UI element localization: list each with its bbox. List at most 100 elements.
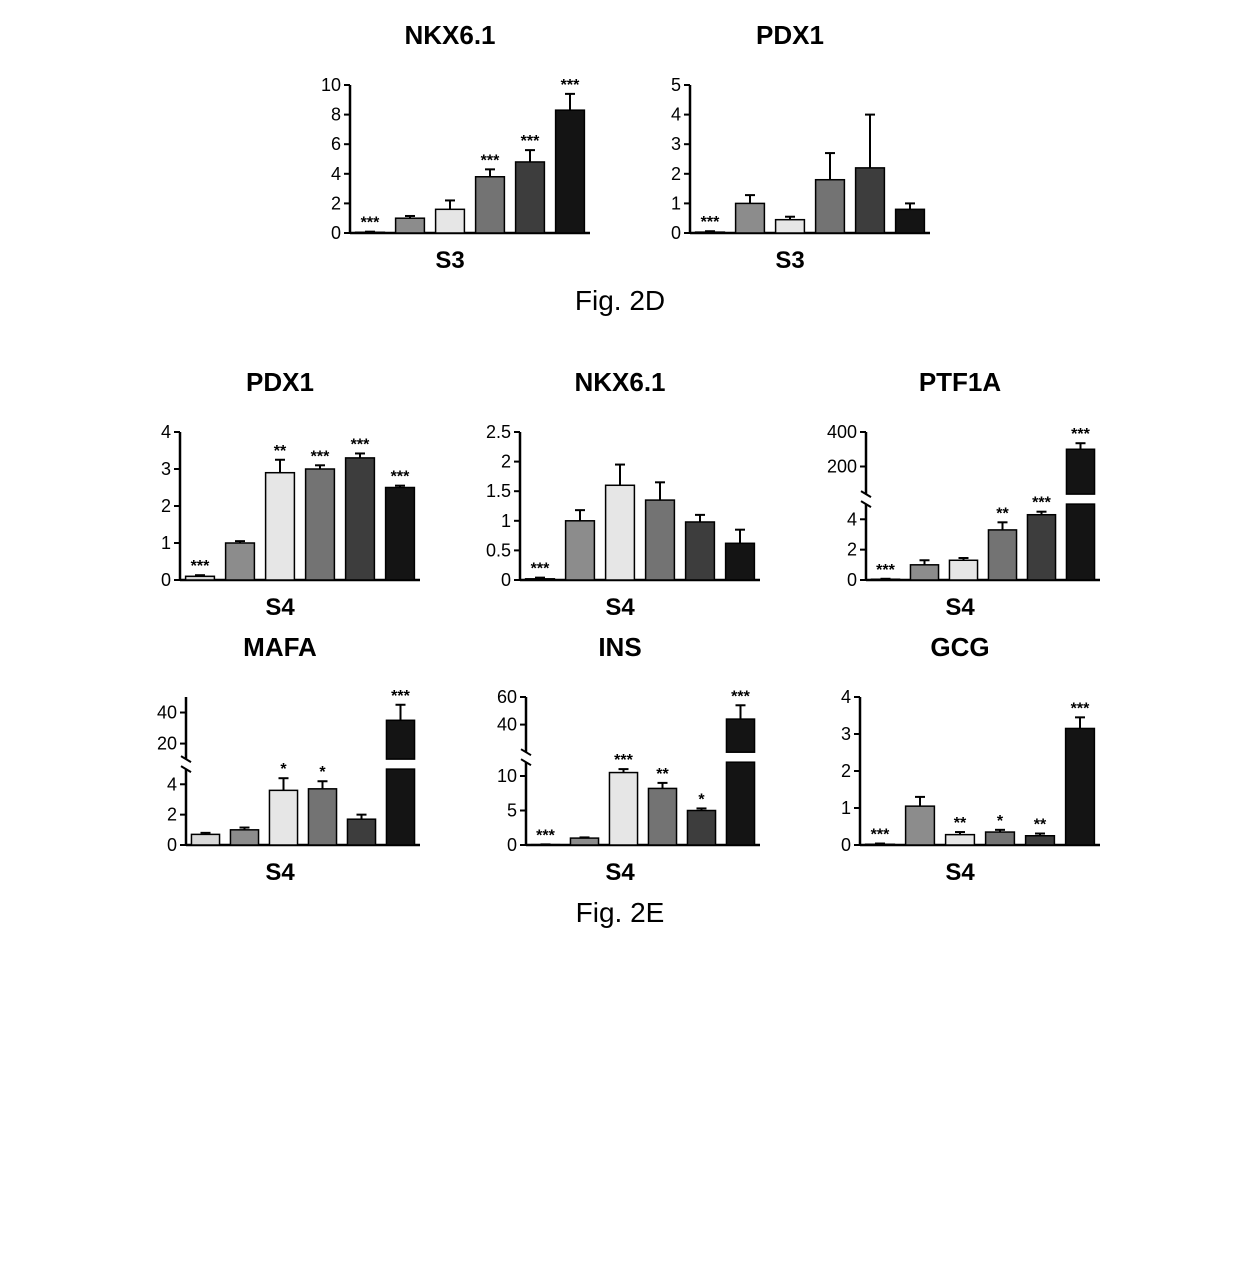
y-tick-label: 3 [671,134,681,154]
significance-label: *** [536,827,555,844]
y-tick-label: 0 [331,223,341,243]
chart-title: PDX1 [756,20,824,51]
chart-svg: 012345*** [640,55,940,245]
chart-title: MAFA [243,632,317,663]
bar [556,110,585,233]
y-tick-label: 4 [167,774,177,794]
chart-xlabel: S4 [945,859,974,887]
bar [346,458,375,580]
bar [1066,504,1094,580]
y-tick-label: 2 [671,164,681,184]
chart-xlabel: S3 [435,247,464,275]
significance-label: *** [614,752,633,769]
significance-label: *** [481,152,500,169]
y-tick-label: 200 [827,457,857,477]
bar [230,830,258,845]
bar [269,790,297,845]
chart-xlabel: S4 [605,594,634,622]
bar [910,565,938,580]
y-tick-label: 4 [671,105,681,125]
significance-label: *** [1071,700,1090,717]
chart-title: NKX6.1 [404,20,495,51]
bar [386,488,415,581]
significance-label: ** [996,505,1009,522]
chart-row: PDX101234**************S4NKX6.100.511.52… [20,367,1220,622]
chart-wrap: NKX6.100.511.522.5***S4 [470,367,770,622]
significance-label: *** [1071,426,1090,443]
chart-svg: 024200400*********** [810,402,1110,592]
significance-label: *** [351,436,370,453]
bar [570,838,598,845]
y-tick-label: 2 [847,540,857,560]
bar [726,762,754,845]
y-tick-label: 2 [331,193,341,213]
y-tick-label: 1 [671,193,681,213]
y-tick-label: 4 [331,164,341,184]
figure-caption: Fig. 2E [20,897,1220,929]
y-tick-label: 1 [501,511,511,531]
y-tick-label: 6 [331,134,341,154]
y-tick-label: 3 [841,724,851,744]
chart-title: GCG [930,632,989,663]
y-tick-label: 2.5 [486,422,511,442]
significance-label: *** [311,448,330,465]
bar [606,485,635,580]
significance-label: ** [1034,817,1047,834]
chart-title: PDX1 [246,367,314,398]
y-tick-label: 5 [671,75,681,95]
bar [566,521,595,580]
significance-label: ** [656,766,669,783]
bar [266,473,295,580]
chart-svg: 01234*********** [810,667,1110,857]
y-tick-label: 8 [331,105,341,125]
chart-xlabel: S4 [265,594,294,622]
significance-label: *** [191,558,210,575]
significance-label: ** [274,443,287,460]
chart-svg: 0242040***** [130,667,430,857]
y-tick-label: 4 [847,509,857,529]
bar [856,168,885,233]
significance-label: *** [361,215,380,232]
y-tick-label: 0.5 [486,540,511,560]
significance-label: *** [561,77,580,94]
chart-wrap: MAFA0242040*****S4 [130,632,430,887]
chart-xlabel: S4 [945,594,974,622]
bar [776,220,805,233]
y-tick-label: 0 [847,570,857,590]
bar [687,811,715,846]
bar [436,209,465,233]
y-tick-label: 1.5 [486,481,511,501]
bar [516,162,545,233]
y-tick-label: 20 [157,734,177,754]
bar [1066,728,1095,845]
y-tick-label: 2 [841,761,851,781]
chart-wrap: PDX101234**************S4 [130,367,430,622]
significance-label: * [997,813,1004,830]
bar [386,720,414,759]
significance-label: *** [391,688,410,705]
bar [896,209,925,233]
bar [1026,836,1055,845]
bar [816,180,845,233]
figure-block: PDX101234**************S4NKX6.100.511.52… [20,367,1220,929]
bar [949,560,977,580]
figure-root: NKX6.10246810************S3PDX1012345***… [20,20,1220,929]
bar [526,579,555,580]
chart-wrap: GCG01234***********S4 [810,632,1110,887]
y-tick-label: 60 [497,687,517,707]
bar [646,500,675,580]
y-tick-label: 1 [161,533,171,553]
bar [648,788,676,845]
y-tick-label: 40 [157,703,177,723]
y-tick-label: 4 [161,422,171,442]
y-tick-label: 2 [161,496,171,516]
bar [306,469,335,580]
significance-label: *** [531,561,550,578]
chart-wrap: INS05104060************S4 [470,632,770,887]
significance-label: *** [876,562,895,579]
chart-svg: 0246810************ [300,55,600,245]
bar [186,576,215,580]
significance-label: * [698,791,705,808]
significance-label: ** [954,815,967,832]
y-tick-label: 0 [501,570,511,590]
